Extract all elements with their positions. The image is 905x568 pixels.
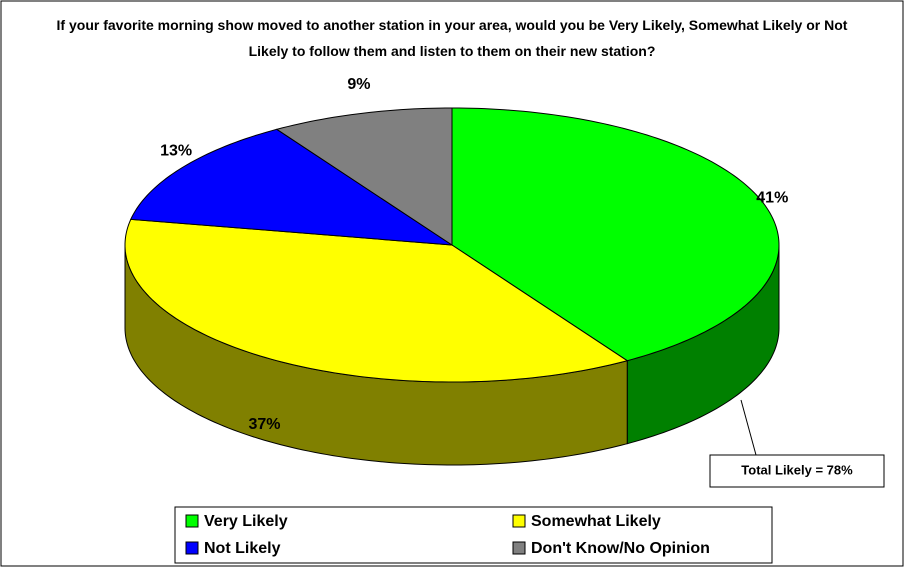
annotation-box (709, 454, 885, 488)
pie-slice (275, 107, 453, 246)
data-label: 13% (160, 142, 192, 159)
data-label: 37% (249, 416, 281, 433)
leader-line (740, 399, 757, 456)
legend-box (174, 506, 773, 564)
legend-swatch (185, 514, 199, 528)
legend-swatch (512, 514, 526, 528)
legend-label: Don't Know/No Opinion (531, 540, 710, 557)
data-label: 9% (347, 76, 370, 93)
legend-label: Very Likely (204, 513, 288, 530)
legend: Very Likely Somewhat Likely Not Likely Don'… (185, 513, 710, 557)
chart-title: If your favorite morning show moved to a… (56, 17, 848, 59)
legend-swatch (512, 541, 526, 555)
legend-swatch (185, 541, 199, 555)
annotation: Total Likely = 78% (741, 462, 853, 477)
pie-labels: 41% 37% 13% 9% (160, 76, 788, 433)
pie-slice (451, 107, 780, 362)
pie-tops (124, 107, 780, 383)
pie-slice (124, 218, 629, 383)
data-label: 41% (756, 190, 788, 207)
legend-label: Somewhat Likely (531, 513, 661, 530)
pie-slice (130, 128, 453, 246)
legend-label: Not Likely (204, 540, 281, 557)
